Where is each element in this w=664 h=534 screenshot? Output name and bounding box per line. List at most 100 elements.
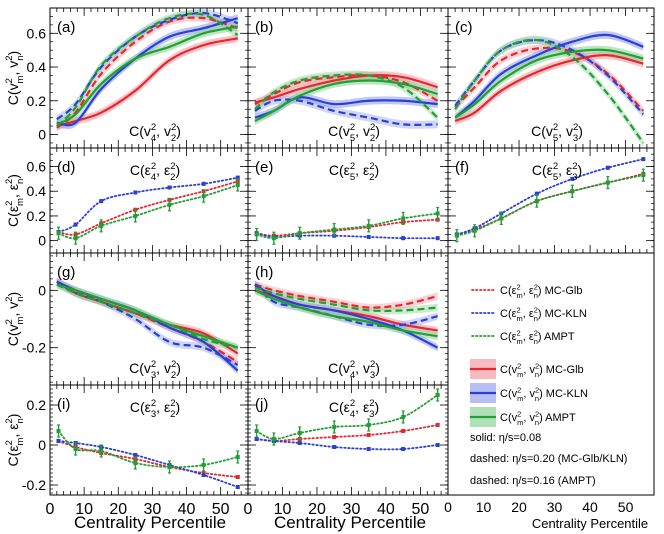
legend-label: C(ε2m​, ε2n​) MC-KLN — [500, 305, 587, 323]
panel-title-g: C(v23​, v22​) — [129, 359, 181, 381]
plot-area-c — [454, 31, 645, 147]
legend-note: dashed: η/s=0.20 (MC-Glb/KLN) — [470, 453, 627, 465]
series-ampt-solid — [454, 48, 644, 119]
y-tick-label: 0 — [38, 127, 46, 143]
x-tick-label: 30 — [343, 501, 361, 518]
y-tick-label: 0.2 — [27, 397, 47, 413]
x-tick-label: 20 — [511, 499, 527, 515]
series-ampt-solid — [56, 25, 238, 126]
legend-item: C(ε2m​, ε2n​) AMPT — [471, 328, 575, 346]
legend-label: C(v2m​, v2n​) AMPT — [500, 409, 576, 427]
series-mc_kln-dashed — [254, 98, 438, 126]
panel-letter-a: (a) — [57, 19, 75, 36]
point-ampt-0 — [454, 229, 459, 243]
plot-area-i — [56, 424, 240, 489]
series-mc_kln-dotted — [57, 176, 239, 233]
series-mc_kln-dashed — [56, 11, 239, 121]
x-axis-title: Centrality Percentile — [274, 513, 426, 532]
point-mc_kln-4 — [366, 234, 371, 239]
band-mc_kln-dashed — [254, 95, 438, 129]
point-ampt-3 — [332, 222, 337, 237]
point-mc_kln-6 — [435, 236, 440, 241]
panel-title-c: C(v25​, v23​) — [531, 122, 583, 144]
y-tick-label: 0.6 — [27, 25, 47, 41]
point-ampt-6 — [641, 168, 646, 182]
point-ampt-3 — [133, 209, 138, 223]
y-axis-title-text: C(v2m​, v2n​) — [4, 51, 26, 105]
legend-item: C(v2m​, v2n​) MC-Glb — [470, 359, 584, 379]
point-mc_kln-3 — [133, 190, 138, 195]
y-axis-title: C(v2m​, v2n​) — [4, 292, 26, 346]
series-ampt-solid — [56, 283, 239, 349]
series-mc_glb-solid — [454, 54, 644, 123]
x-tick-label: 50 — [212, 501, 230, 518]
plot-area-g — [56, 278, 239, 375]
point-ampt-5 — [401, 410, 406, 424]
plot-area-b — [254, 70, 439, 129]
point-ampt-5 — [201, 189, 206, 203]
legend-label: C(v2m​, v2n​) MC-Glb — [500, 361, 584, 379]
plot-area-a — [56, 9, 239, 132]
point-ampt-2 — [99, 219, 104, 233]
point-mc_kln-3 — [332, 445, 337, 449]
point-ampt-4 — [366, 219, 371, 233]
point-mc_kln-5 — [605, 165, 610, 170]
x-tick-label: 40 — [582, 499, 598, 515]
point-ampt-1 — [472, 224, 477, 238]
band-mc_glb-dashed — [455, 43, 644, 115]
x-tick-label: 30 — [144, 501, 162, 518]
panel-a: 0 0.2 0.4 0.6 (a) C(v24​, v22​) — [27, 7, 249, 149]
series-mc_glb-dashed — [254, 283, 438, 309]
point-mc_kln-4 — [570, 176, 575, 181]
band-mc_glb-solid — [56, 34, 238, 130]
legend-note: solid: η/s=0.08 — [470, 432, 541, 444]
point-ampt-2 — [297, 226, 302, 240]
x-tick-label: 10 — [274, 501, 292, 518]
point-mc_glb-6 — [235, 475, 240, 479]
series-mc_kln-solid — [454, 33, 644, 119]
band-ampt-solid — [56, 22, 238, 129]
point-mc_kln-4 — [366, 447, 371, 451]
point-ampt-0 — [56, 424, 61, 438]
point-ampt-4 — [167, 460, 172, 474]
series-mc_glb-dotted — [455, 173, 645, 236]
series-mc_glb-dotted — [57, 180, 239, 236]
y-tick-label: 0.4 — [27, 59, 47, 75]
plot-area-j — [254, 388, 440, 451]
y-tick-label: -0.2 — [22, 477, 46, 493]
point-mc_kln-2 — [99, 199, 104, 204]
panel-letter-b: (b) — [255, 19, 273, 36]
series-mc_glb-dashed — [254, 74, 439, 106]
y-axis-title: C(ε2m​, ε2n​) — [4, 414, 26, 467]
point-ampt-4 — [167, 198, 172, 212]
point-ampt-6 — [235, 178, 240, 192]
series-mc_glb-dashed — [56, 16, 239, 129]
point-mc_kln-5 — [201, 473, 206, 477]
point-mc_kln-6 — [641, 157, 646, 162]
panel-title-h: C(v24​, v23​) — [328, 359, 380, 381]
point-mc_glb-6 — [435, 423, 440, 427]
legend-label: C(v2m​, v2n​) MC-KLN — [500, 385, 588, 403]
point-ampt-6 — [435, 206, 440, 221]
panel-letter-i: (i) — [57, 396, 70, 413]
point-ampt-3 — [332, 420, 337, 434]
panel-title-e: C(ε25​, ε22​) — [329, 161, 379, 183]
band-mc_kln-dashed — [455, 36, 644, 119]
y-axis-title-text: C(ε2m​, ε2n​) — [4, 174, 26, 227]
y-tick-label: 0 — [38, 437, 46, 453]
point-ampt-1 — [73, 442, 78, 456]
series-mc_kln-dashed — [56, 280, 239, 366]
y-tick-label: 0.2 — [27, 93, 47, 109]
panel-letter-f: (f) — [455, 159, 469, 176]
band-mc_kln-solid — [56, 14, 238, 130]
legend-item: C(ε2m​, ε2n​) MC-Glb — [471, 282, 582, 300]
point-mc_glb-4 — [366, 433, 371, 437]
series-ampt-dashed — [254, 286, 438, 313]
point-ampt-6 — [435, 388, 440, 402]
panel-f: (f) C(ε25​, ε23​) — [447, 147, 655, 254]
legend-label: C(ε2m​, ε2n​) MC-Glb — [500, 282, 582, 300]
point-ampt-5 — [201, 458, 206, 472]
x-tick-label: 0 — [444, 499, 452, 515]
y-axis-title-text: C(ε2m​, ε2n​) — [4, 414, 26, 467]
